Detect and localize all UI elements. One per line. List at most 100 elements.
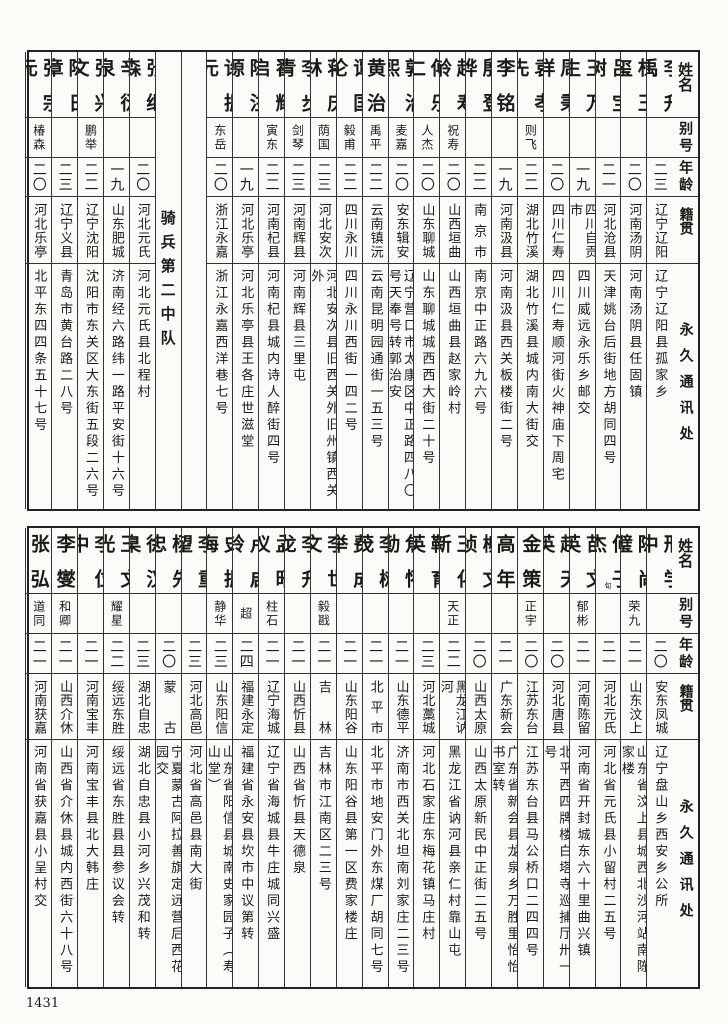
- age-text: 二二: [470, 162, 487, 192]
- age-cell: 二一: [595, 634, 621, 674]
- address-cell: 江苏东台县马公桥口二四四号: [518, 740, 543, 987]
- name-text: 王文光: [103, 534, 129, 588]
- address-cell: 四川威远永乐乡邮交: [570, 264, 595, 509]
- address-text: 山东省汶上县城西北沙河站南陈家楼: [621, 745, 647, 976]
- native-text: 浙江永嘉: [212, 203, 228, 258]
- address-text: 河南汲县西关板楼街二号: [496, 269, 512, 451]
- person-column: 吕宝树 二一 河北沧县 天津姚台后街地方胡同四号: [594, 52, 621, 509]
- address-text: 江苏东台县马公桥口二四四号: [522, 745, 538, 960]
- native-text: 山东德平: [393, 680, 409, 734]
- age-cell: 二〇: [414, 158, 440, 197]
- address-cell: 北平市地安门外东煤厂胡同七号: [363, 740, 388, 987]
- person-column: 王文光 耀星 二二 绥远东胜 绥远省东胜县县参议会转: [102, 528, 129, 987]
- alias-text: 剑琴: [290, 123, 305, 152]
- address-cell: 四川仁寿顺河街火神庙下周宅: [544, 264, 569, 509]
- age-cell: 一九: [569, 158, 595, 197]
- native-text: 辽宁海城: [264, 680, 280, 734]
- name-text: 柳文祯: [466, 534, 491, 588]
- native-cell: 辽宁沈阳: [78, 197, 103, 264]
- alias-text: 荫国: [316, 123, 331, 152]
- person-column: 张继森 二〇 河北元氏 河北元氏县北程村: [128, 52, 155, 509]
- name-text: 赵寿龄: [440, 58, 466, 112]
- person-column: 李世文 毅戡 二一 吉林 吉林市江南区二三号: [309, 528, 336, 987]
- native-text: 黑龙江讷河: [440, 680, 466, 734]
- name-cell: 李位中: [78, 528, 103, 594]
- person-column: 李重望 二三 河北高邑 河北省高邑县南大街: [180, 528, 207, 987]
- native-text: 安东辑安: [393, 203, 409, 258]
- native-cell: 四川自贡市: [569, 197, 595, 264]
- name-cell: 李升龙: [285, 528, 310, 594]
- person-column: 殷登骅 二二 南京市 南京中正路六九六号: [465, 52, 491, 509]
- alias-cell: 正宇: [517, 594, 543, 634]
- alias-cell: 和卿: [52, 594, 77, 634]
- address-cell: 河南省获嘉县小呈村交: [26, 740, 51, 987]
- roster-table-top: 姓名 别号 年龄 籍贯 永久通讯处 李升禹 二三 辽宁辽阳 辽宁辽阳县孤家乡 杜玉玺 二〇 河南汤阴河…: [25, 50, 700, 511]
- age-text: 二一: [574, 638, 591, 669]
- address-text: 河北乐亭县王各庄世滋堂: [238, 269, 254, 451]
- person-column: 费成举 二一 山东阳谷 山东阳谷县第一区费家楼庄: [335, 528, 362, 987]
- native-text: 河北乐亭: [31, 203, 47, 258]
- address-text: 山西垣曲县赵家岭村: [445, 269, 461, 418]
- header-native: 籍贯: [672, 674, 698, 740]
- name-text: 张宗元: [26, 58, 52, 112]
- native-cell: 山西垣曲: [440, 197, 466, 264]
- native-text: 河北元氏: [600, 680, 616, 734]
- native-cell: 云南镇沅: [362, 197, 388, 264]
- address-text: 河南省开封城东六十里曲兴镇: [574, 745, 590, 960]
- person-column: 杜玉玺 二〇 河南汤阴 河南汤阴县任固镇: [620, 52, 647, 509]
- native-cell: 山东肥城: [103, 197, 129, 264]
- alias-cell: 荣九: [621, 594, 647, 634]
- age-cell: 二一: [285, 634, 310, 674]
- address-text: 北平东四四条五十七号: [31, 269, 47, 434]
- native-cell: 河北高邑: [181, 674, 207, 740]
- address-cell: 河北元氏县北程村: [130, 264, 155, 509]
- age-text: 二〇: [418, 162, 435, 192]
- name-cell: 袁孝先: [517, 52, 543, 118]
- person-column: 李升龙 二一 山西忻县 山西省忻县天德泉: [284, 528, 310, 987]
- age-cell: 二一: [362, 634, 388, 674]
- native-text: 河北元氏: [134, 203, 150, 258]
- person-column: 李铭 一九 河南汲县 河南汲县西关板楼街二号: [491, 52, 517, 509]
- native-cell: 河南杞县: [259, 197, 284, 264]
- alias-cell: [466, 118, 491, 158]
- native-text: 山西忻县: [289, 680, 305, 734]
- age-text: 二〇: [522, 638, 539, 669]
- name-cell: 王化新: [440, 528, 466, 594]
- alias-text: 荣九: [626, 599, 641, 628]
- name-cell: 孟昭仪: [259, 528, 284, 594]
- address-text: 河北省高邑县南大街: [186, 745, 202, 894]
- alias-cell: [336, 594, 362, 634]
- age-text: 二一: [392, 638, 409, 669]
- native-text: 山东汶上: [626, 680, 642, 734]
- native-text: 山西垣曲: [445, 203, 461, 258]
- name-cell: 黄治: [362, 52, 388, 118]
- native-cell: 绥远东胜: [103, 674, 129, 740]
- name-text: 史振海: [207, 534, 233, 588]
- native-text: 河南获嘉: [31, 680, 47, 734]
- address-text: 河南辉县三里屯: [289, 269, 305, 385]
- alias-cell: [569, 118, 595, 158]
- name-cell: 郭治熙: [388, 52, 414, 118]
- address-text: 湖北自忠县小河乡兴茂和转: [134, 745, 150, 943]
- name-text: 孟昭仪: [259, 534, 284, 588]
- native-text: 山东肥城: [108, 203, 124, 258]
- native-cell: 河南汤阴: [621, 197, 647, 264]
- age-text: 二一: [315, 638, 332, 669]
- address-cell: 济南经六路纬一路平安街十六号: [104, 264, 129, 509]
- native-cell: 山西忻县: [285, 674, 310, 740]
- name-text: 靳育英: [414, 534, 440, 588]
- native-text: 辽宁沈阳: [82, 203, 98, 258]
- address-text: 辽宁辽阳县孤家乡: [652, 269, 668, 401]
- address-cell: 沈阳市东关区大东街五段二六号: [78, 264, 103, 509]
- age-text: 二〇: [625, 162, 642, 192]
- name-cell: 殷登骅: [466, 52, 491, 118]
- address-text: 山东省阳信县城南史家园子（寿山堂）: [207, 745, 233, 976]
- name-cell: 陈尚璧: [621, 528, 647, 594]
- age-text: 二三: [185, 638, 202, 669]
- person-column: 金策 正宇 二〇 江苏东台 江苏东台县马公桥口二四四号: [516, 528, 543, 987]
- name-text: 郭治熙: [388, 58, 414, 112]
- name-cell: 张兴文: [78, 52, 103, 118]
- alias-cell: 剑琴: [285, 118, 310, 158]
- address-text: 云南昆明园通街一五三号: [367, 269, 383, 451]
- person-column: 陈日章 二三 辽宁义县 青岛市黄台路二八号: [51, 52, 77, 509]
